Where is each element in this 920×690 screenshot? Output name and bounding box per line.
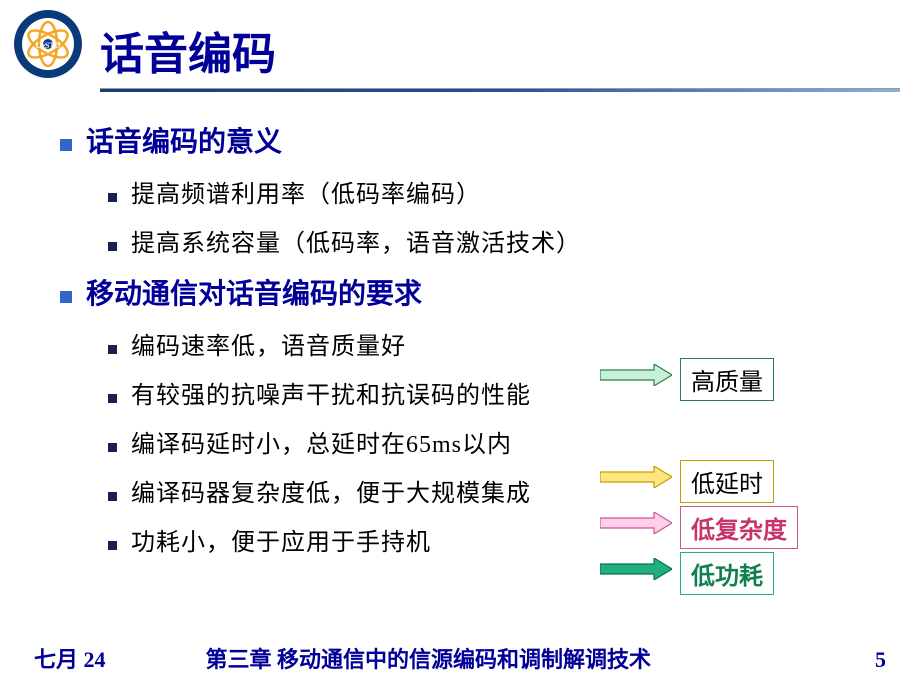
callout-box: 低功耗 [680,552,774,595]
callout-box: 低延时 [680,460,774,503]
list-item-text: 提高系统容量（低码率，语音激活技术） [131,223,581,258]
footer: 七月 24 第三章 移动通信中的信源编码和调制解调技术 5 [0,642,920,674]
list-item-text: 编译码延时小，总延时在65ms以内 [131,424,512,459]
list-item-text: 编码速率低，语音质量好 [131,326,406,361]
university-logo: UeSTC [12,8,84,80]
callout-box: 低复杂度 [680,506,798,549]
svg-text:UeSTC: UeSTC [36,41,61,50]
title-area: 话音编码 [100,18,900,92]
section-heading: 话音编码的意义 [60,120,900,160]
section-heading-text: 话音编码的意义 [86,120,282,160]
list-item: 提高频谱利用率（低码率编码） [108,174,900,209]
list-item-text: 功耗小，便于应用于手持机 [131,522,431,557]
bullet-icon [108,242,117,251]
list-item: 有较强的抗噪声干扰和抗误码的性能 [108,375,900,410]
bullet-icon [60,291,72,303]
list-item: 编码速率低，语音质量好 [108,326,900,361]
bullet-icon [108,345,117,354]
arrow-icon [600,466,672,488]
bullet-icon [60,139,72,151]
bullet-icon [108,443,117,452]
page-title: 话音编码 [100,18,900,82]
list-item: 编译码延时小，总延时在65ms以内 [108,424,900,459]
arrow-icon [600,558,672,580]
list-item-text: 提高频谱利用率（低码率编码） [131,174,481,209]
arrow-icon [600,512,672,534]
content-area: 话音编码的意义 提高频谱利用率（低码率编码） 提高系统容量（低码率，语音激活技术… [60,120,900,571]
footer-chapter: 第三章 移动通信中的信源编码和调制解调技术 [206,642,652,674]
bullet-icon [108,492,117,501]
footer-date: 七月 24 [34,642,106,674]
section-heading: 移动通信对话音编码的要求 [60,272,900,312]
list-item: 提高系统容量（低码率，语音激活技术） [108,223,900,258]
arrow-icon [600,364,672,386]
bullet-icon [108,193,117,202]
title-underline [100,88,900,92]
footer-page-number: 5 [875,647,886,673]
list-item-text: 编译码器复杂度低，便于大规模集成 [131,473,531,508]
section-heading-text: 移动通信对话音编码的要求 [86,272,422,312]
list-item-text: 有较强的抗噪声干扰和抗误码的性能 [131,375,531,410]
list-item: 编译码器复杂度低，便于大规模集成 [108,473,900,508]
bullet-icon [108,394,117,403]
callout-box: 高质量 [680,358,774,401]
bullet-icon [108,541,117,550]
